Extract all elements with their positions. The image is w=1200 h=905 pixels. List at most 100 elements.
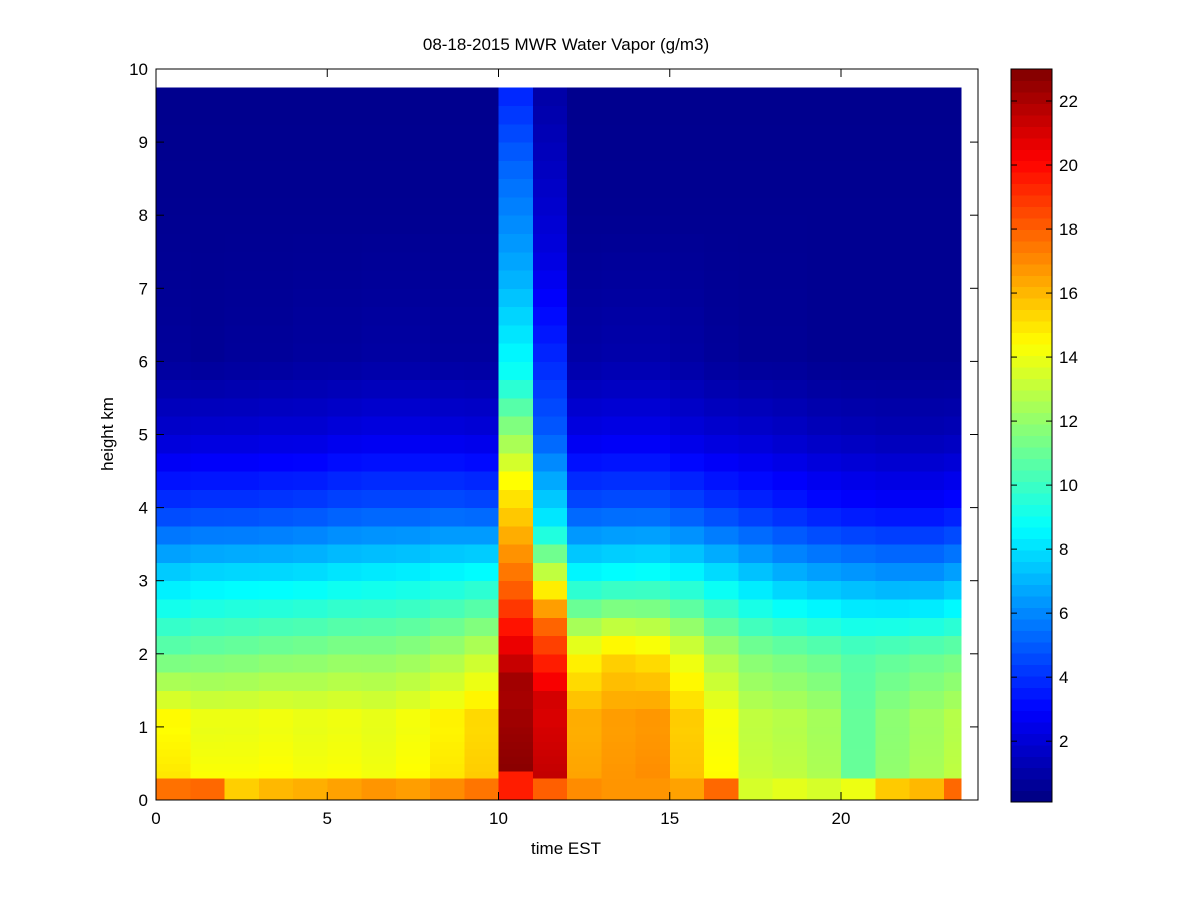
heatmap-cell: [327, 672, 362, 691]
heatmap-cell: [806, 708, 842, 728]
heatmap-cell: [430, 196, 465, 216]
heatmap-cell: [704, 726, 739, 735]
heatmap-cell: [704, 672, 739, 691]
heatmap-cell: [430, 361, 465, 381]
heatmap-cell: [258, 580, 294, 600]
heatmap-cell: [532, 708, 568, 728]
heatmap-cell: [498, 598, 534, 618]
heatmap-cell: [704, 617, 739, 637]
heatmap-cell: [567, 598, 602, 618]
colorbar-swatch: [1011, 263, 1052, 276]
heatmap-cell: [498, 741, 534, 750]
heatmap-cell: [704, 196, 739, 216]
heatmap-cell: [943, 233, 962, 253]
heatmap-cell: [532, 734, 568, 743]
heatmap-cell: [498, 708, 534, 728]
heatmap-cell: [361, 324, 397, 344]
heatmap-cell: [669, 306, 705, 326]
heatmap-cell: [738, 397, 773, 417]
heatmap-cell: [258, 708, 294, 728]
heatmap-cell: [293, 233, 328, 253]
heatmap-cell: [293, 142, 328, 161]
heatmap-cell: [943, 653, 962, 673]
heatmap-cell: [327, 741, 362, 750]
heatmap-cell: [327, 489, 362, 509]
heatmap-cell: [395, 160, 431, 180]
heatmap-cell: [156, 87, 191, 107]
heatmap-cell: [532, 343, 568, 362]
heatmap-cell: [567, 306, 602, 326]
heatmap-cell: [430, 544, 465, 563]
heatmap-cell: [190, 562, 225, 582]
heatmap-cell: [943, 123, 962, 143]
heatmap-cell: [190, 324, 225, 344]
colorbar-swatch: [1011, 424, 1052, 437]
heatmap-cell: [772, 770, 808, 779]
x-tick-label: 15: [660, 809, 679, 828]
heatmap-cell: [601, 617, 636, 637]
heatmap-cell: [943, 778, 962, 786]
heatmap-cell: [909, 397, 945, 417]
heatmap-cell: [567, 748, 602, 757]
heatmap-cell: [704, 741, 739, 750]
heatmap-cell: [943, 142, 962, 161]
heatmap-cell: [704, 379, 739, 399]
colorbar-swatch: [1011, 538, 1052, 551]
heatmap-cell: [293, 489, 328, 509]
heatmap-cell: [395, 288, 431, 308]
heatmap-cell: [361, 105, 397, 125]
heatmap-cell: [909, 416, 945, 435]
heatmap-cell: [772, 434, 808, 454]
heatmap-cell: [430, 580, 465, 600]
colorbar-tick-label: 4: [1059, 668, 1068, 687]
heatmap-cell: [943, 416, 962, 435]
heatmap-cell: [943, 306, 962, 326]
colorbar-swatch: [1011, 378, 1052, 391]
heatmap-cell: [841, 690, 876, 710]
heatmap-cell: [601, 741, 636, 750]
heatmap-cell: [258, 734, 294, 743]
heatmap-cell: [532, 288, 568, 308]
heatmap-cell: [190, 434, 225, 454]
heatmap-cell: [943, 672, 962, 691]
heatmap-cell: [841, 105, 876, 125]
heatmap-cell: [464, 306, 499, 326]
heatmap-cell: [293, 708, 328, 728]
heatmap-cell: [601, 324, 636, 344]
heatmap-cell: [258, 525, 294, 545]
heatmap-cell: [704, 306, 739, 326]
heatmap-cell: [841, 87, 876, 107]
colorbar-tick-label: 2: [1059, 732, 1068, 751]
heatmap-cell: [567, 756, 602, 764]
heatmap-cell: [498, 580, 534, 600]
heatmap-cell: [156, 471, 191, 490]
heatmap-cell: [395, 452, 431, 472]
heatmap-cell: [875, 343, 910, 362]
heatmap-cell: [156, 562, 191, 582]
heatmap-cell: [669, 270, 705, 289]
heatmap-cell: [224, 233, 260, 253]
colorbar-swatch: [1011, 355, 1052, 368]
heatmap-cell: [772, 343, 808, 362]
heatmap-cell: [738, 105, 773, 125]
heatmap-cell: [464, 452, 499, 472]
heatmap-cell: [327, 324, 362, 344]
heatmap-cell: [464, 756, 499, 764]
heatmap-cell: [430, 770, 465, 779]
heatmap-cell: [601, 288, 636, 308]
heatmap-cell: [430, 471, 465, 490]
heatmap-cell: [430, 489, 465, 509]
colorbar-swatch: [1011, 584, 1052, 597]
heatmap-cell: [772, 635, 808, 655]
heatmap-cell: [293, 343, 328, 362]
heatmap-cell: [806, 105, 842, 125]
heatmap-cell: [669, 562, 705, 582]
heatmap-cell: [156, 756, 191, 764]
colorbar-swatch: [1011, 103, 1052, 116]
heatmap-cell: [464, 672, 499, 691]
heatmap-cell: [464, 123, 499, 143]
heatmap-cell: [704, 525, 739, 545]
heatmap-cell: [567, 416, 602, 435]
heatmap-cell: [704, 598, 739, 618]
heatmap-cell: [361, 142, 397, 161]
